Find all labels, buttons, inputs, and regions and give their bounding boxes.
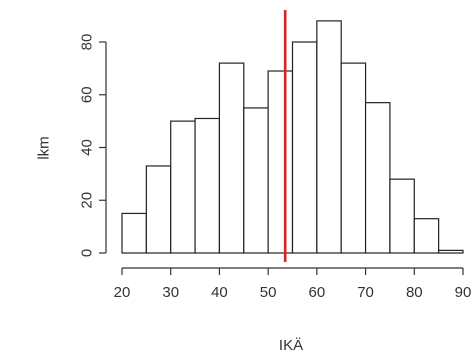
y-axis-ticks: 0 20 40 60 80 xyxy=(79,34,106,257)
y-tick-label: 60 xyxy=(79,86,96,103)
x-tick-label: 90 xyxy=(455,284,472,301)
x-tick-label: 70 xyxy=(357,284,374,301)
histogram-bar xyxy=(243,107,269,254)
histogram-bar xyxy=(413,218,440,254)
histogram-bar xyxy=(121,212,147,254)
x-tick-label: 50 xyxy=(260,284,277,301)
histogram-bar xyxy=(364,102,391,254)
x-axis-title: IKÄ xyxy=(279,337,303,354)
histogram-bar xyxy=(340,62,367,254)
y-tick-label: 20 xyxy=(79,192,96,209)
y-axis-title: lkm xyxy=(36,136,53,159)
histogram-bar xyxy=(145,165,172,254)
histogram-bar xyxy=(316,20,342,254)
histogram-bar xyxy=(218,62,245,254)
x-tick-label: 30 xyxy=(162,284,179,301)
x-tick-label: 80 xyxy=(406,284,423,301)
histogram-bar xyxy=(389,178,415,254)
x-tick-label: 40 xyxy=(211,284,228,301)
x-axis-ticks: 20 30 40 50 60 70 80 90 xyxy=(114,268,472,301)
histogram-bar xyxy=(170,120,196,254)
x-tick-label: 60 xyxy=(309,284,326,301)
y-tick-label: 80 xyxy=(79,34,96,51)
histogram-bar xyxy=(438,249,464,254)
bars-group xyxy=(121,20,464,254)
histogram-bar xyxy=(291,41,318,254)
histogram-bar xyxy=(267,70,294,254)
y-tick-label: 40 xyxy=(79,139,96,156)
histogram-bar xyxy=(194,117,221,254)
x-tick-label: 20 xyxy=(114,284,131,301)
y-tick-label: 0 xyxy=(79,249,96,257)
